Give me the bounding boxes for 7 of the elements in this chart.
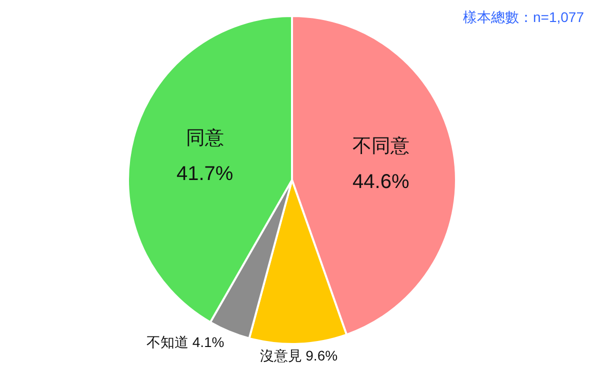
- slice-label: 不知道 4.1%: [146, 334, 224, 350]
- slice-label: 同意: [186, 128, 224, 149]
- slice-label: 不同意: [352, 136, 410, 157]
- data-label: 41.7%: [176, 163, 234, 186]
- data-label: 44.6%: [352, 171, 410, 194]
- slice-label: 沒意見 9.6%: [260, 348, 338, 364]
- text: 樣本總數：n=1,077: [463, 9, 584, 25]
